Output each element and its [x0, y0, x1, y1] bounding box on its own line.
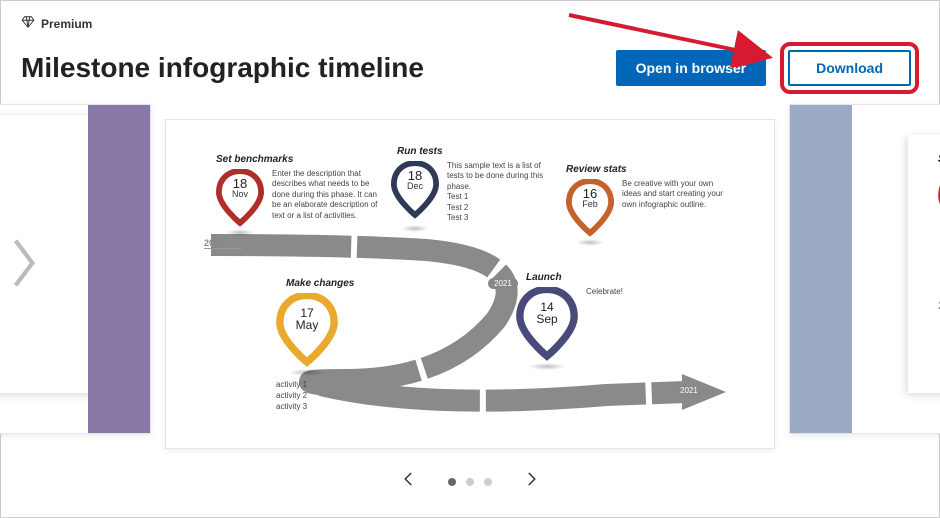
pager-dot[interactable]: [448, 478, 456, 486]
carousel-slide-prev[interactable]: [0, 104, 151, 434]
open-in-browser-button[interactable]: Open in browser: [616, 50, 766, 86]
pager-dots: [448, 478, 492, 486]
milestone-benchmarks: Set benchmarks 18Nov Enter the descripti…: [216, 154, 381, 236]
pin-icon: 18Nov: [216, 169, 264, 227]
milestone-desc: Be creative with your own ideas and star…: [622, 179, 731, 210]
pin-shadow: [288, 369, 326, 376]
template-carousel: 2020 2021 2021 Set benchmarks 18Nov Ente…: [1, 104, 939, 464]
next-slide-card: Set be 2020: [908, 135, 940, 393]
download-highlight-box: Download: [780, 42, 919, 94]
carousel-slide-next[interactable]: Set be 2020: [789, 104, 940, 434]
milestone-makechanges: Make changes 17 May activity 1activity 2…: [276, 278, 441, 412]
pin-icon: 18Dec: [391, 161, 439, 219]
milestone-desc: Enter the description that describes wha…: [272, 169, 381, 221]
milestone-desc: This sample text is a list of tests to b…: [447, 161, 556, 223]
year-start-label: 2020: [204, 238, 242, 249]
carousel-slide-main[interactable]: 2020 2021 2021 Set benchmarks 18Nov Ente…: [165, 119, 775, 449]
milestone-title: Run tests: [397, 146, 556, 157]
milestone-title: Set benchmarks: [216, 154, 381, 165]
milestone-launch: Launch 14 Sep Celebrate!: [516, 272, 681, 370]
road-year-mid: 2021: [488, 278, 518, 289]
milestone-runtests: Run tests 18Dec This sample text is a li…: [391, 146, 556, 232]
page-title: Milestone infographic timeline: [21, 52, 424, 84]
road-year-end: 2021: [674, 385, 704, 396]
pager-next-button[interactable]: [522, 470, 540, 493]
diamond-icon: [21, 15, 35, 32]
milestone-title: Make changes: [286, 278, 441, 289]
chevron-right-icon: [7, 235, 41, 296]
milestone-title: Review stats: [566, 164, 731, 175]
milestone-desc: Celebrate!: [586, 287, 623, 297]
pager-dot[interactable]: [484, 478, 492, 486]
pager-dot[interactable]: [466, 478, 474, 486]
download-button[interactable]: Download: [788, 50, 911, 86]
pin-icon: 16Feb: [566, 179, 614, 237]
premium-badge: Premium: [21, 15, 919, 32]
pin-shadow: [401, 225, 429, 232]
pin-icon: 14 Sep: [516, 287, 578, 361]
pager-prev-button[interactable]: [400, 470, 418, 493]
milestone-title: Launch: [526, 272, 681, 283]
pin-shadow: [226, 229, 254, 236]
action-buttons: Open in browser Download: [616, 42, 919, 94]
pin-shadow: [576, 239, 604, 246]
pin-icon: 17 May: [276, 293, 338, 367]
milestone-reviewstats: Review stats 16Feb Be creative with your…: [566, 164, 731, 246]
carousel-pager: [1, 470, 939, 493]
premium-label: Premium: [41, 17, 92, 31]
pin-shadow: [528, 363, 566, 370]
milestone-list: activity 1activity 2activity 3: [276, 380, 441, 412]
